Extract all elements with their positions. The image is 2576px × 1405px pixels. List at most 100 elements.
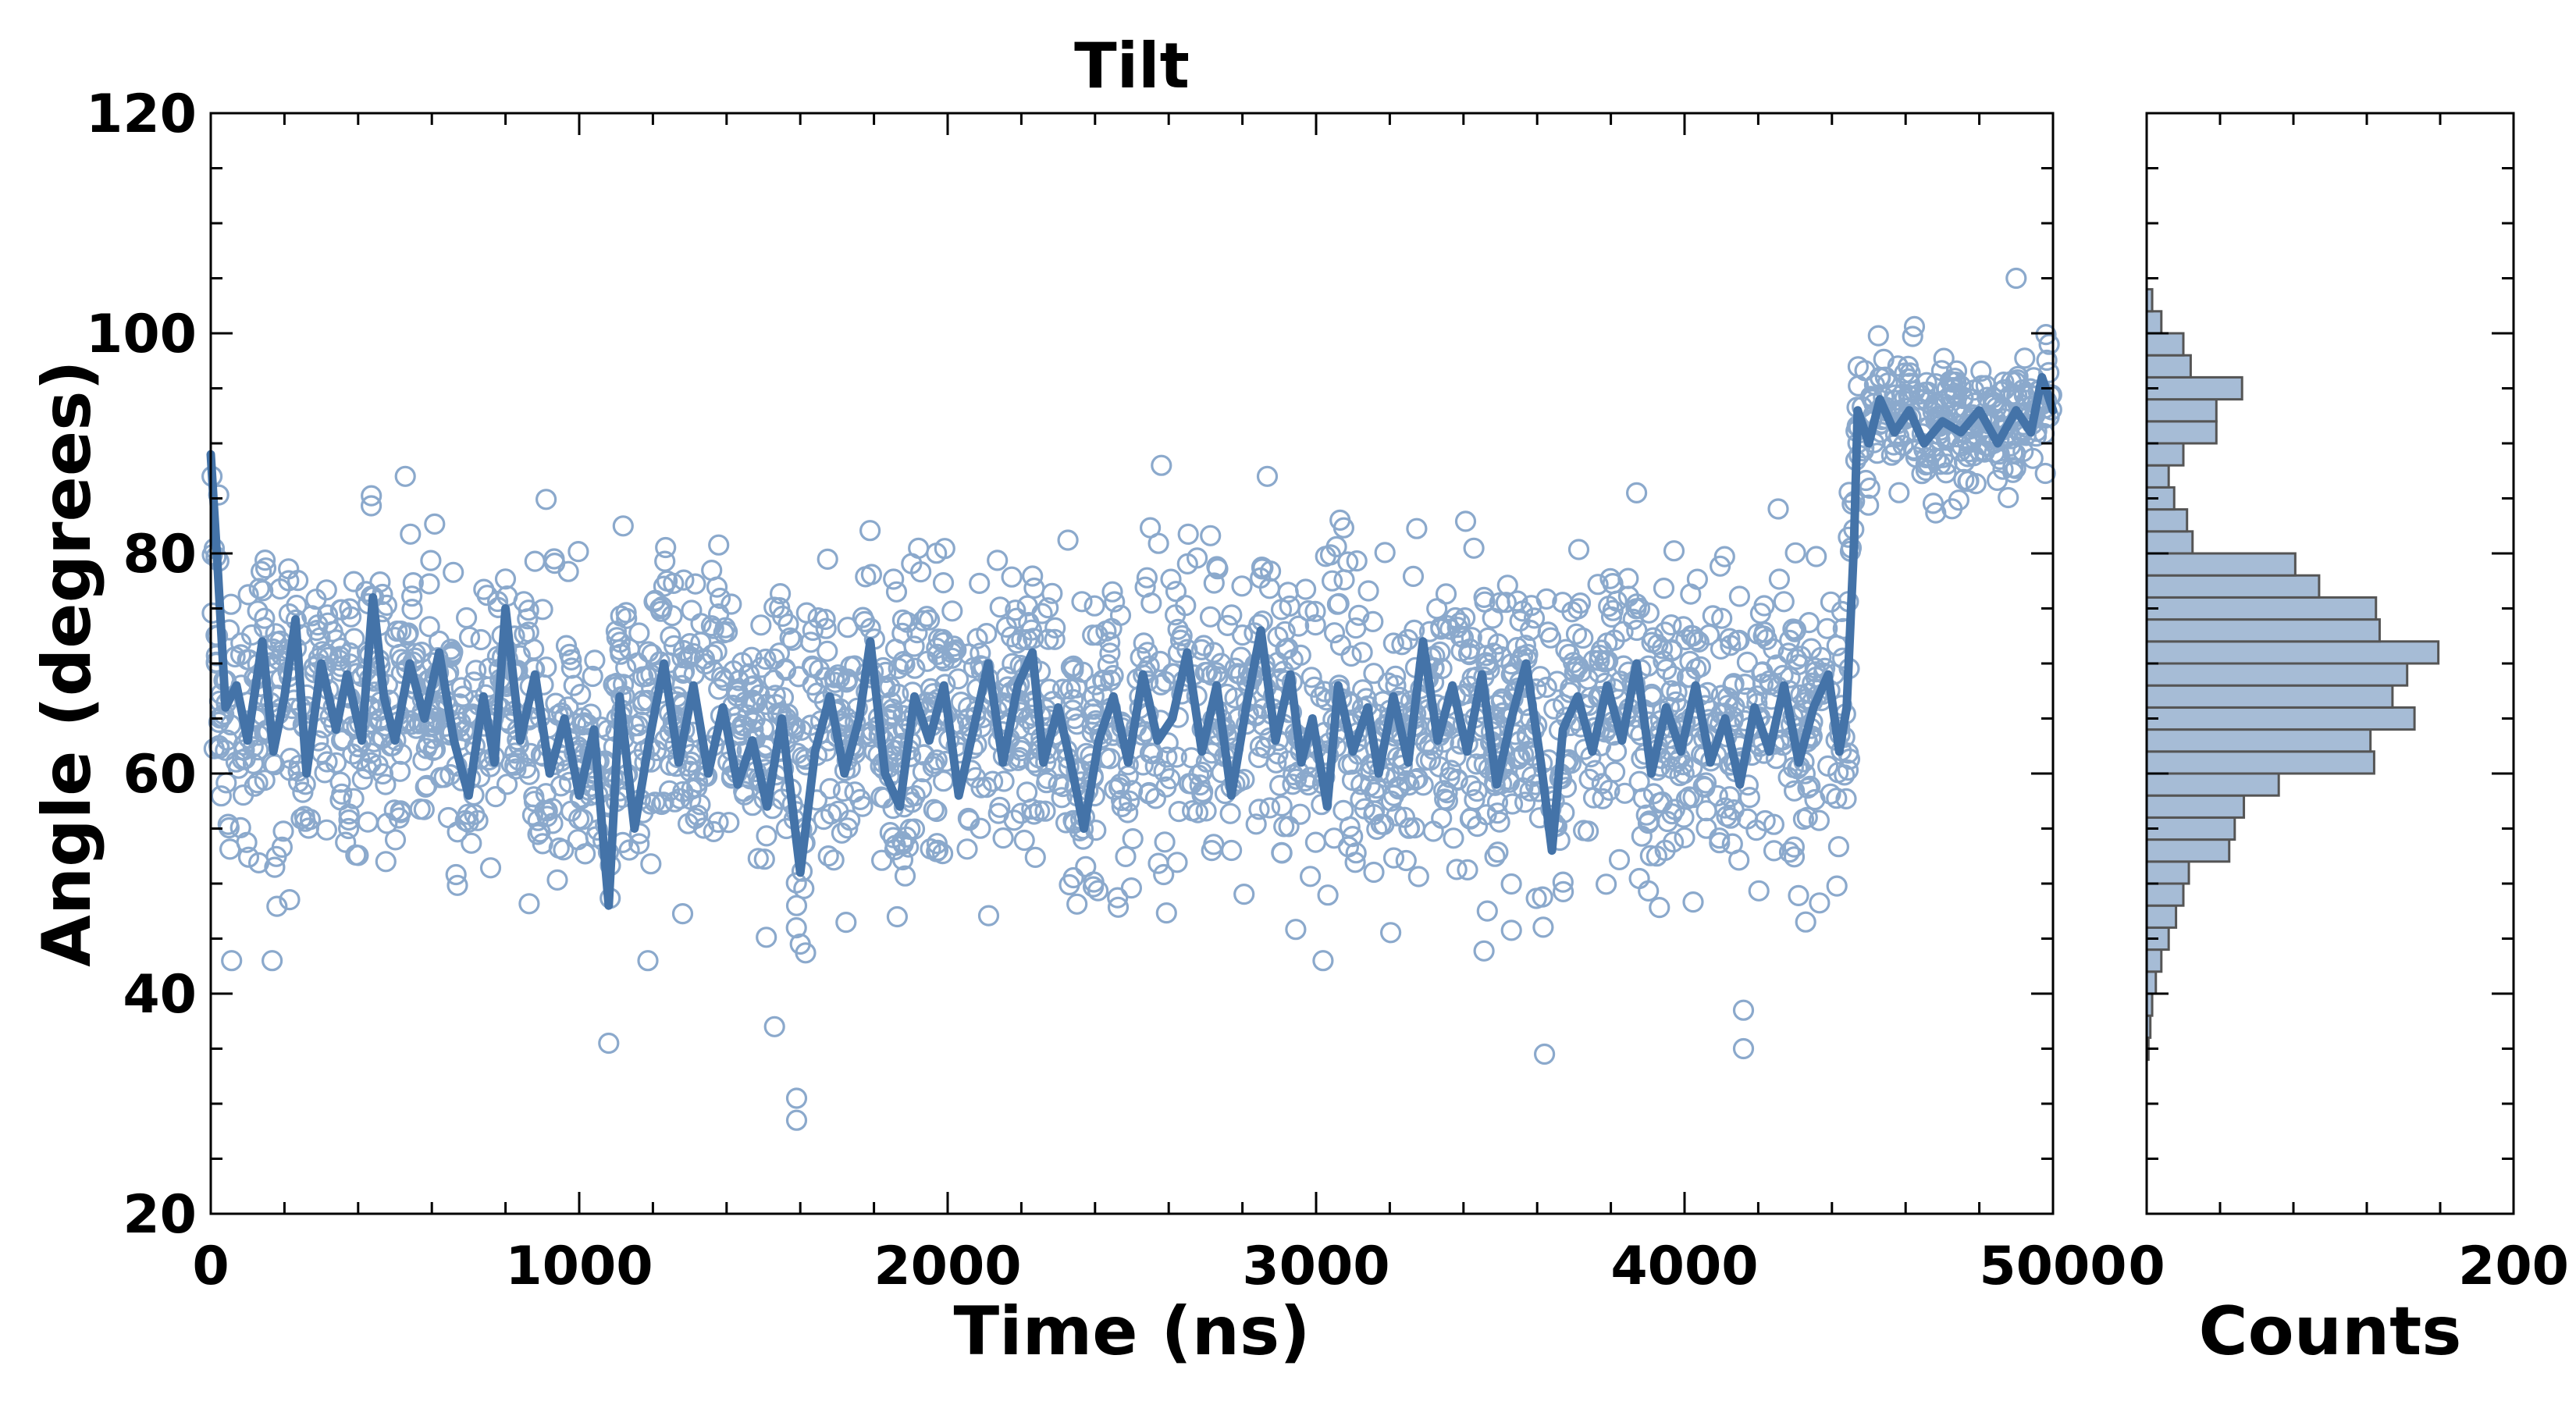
scatter-point xyxy=(1248,799,1270,820)
scatter-point xyxy=(571,809,594,831)
scatter-point xyxy=(1714,797,1736,819)
scatter-point xyxy=(753,848,775,870)
scatter-point xyxy=(1062,688,1084,710)
histogram-bar xyxy=(2145,948,2163,973)
scatter-point xyxy=(1363,861,1385,884)
scatter-point xyxy=(1552,871,1574,893)
scatter-point xyxy=(852,795,873,817)
scatter-point xyxy=(1395,849,1417,872)
scatter-point xyxy=(671,646,693,669)
scatter-point xyxy=(580,703,602,725)
scatter-point xyxy=(2014,347,2036,369)
scatter-point xyxy=(1925,502,1947,524)
scatter-point xyxy=(922,756,944,777)
scatter-point xyxy=(1680,583,1702,605)
scatter-point xyxy=(660,625,681,648)
scatter-point xyxy=(637,641,660,663)
scatter-point xyxy=(976,622,998,645)
scatter-point xyxy=(1446,859,1468,880)
scatter-point xyxy=(242,736,264,758)
hist-x-tick-label: 200 xyxy=(2458,1236,2569,1297)
scatter-point xyxy=(977,905,1000,927)
scatter-point xyxy=(713,669,735,692)
scatter-point xyxy=(1443,827,1464,849)
scatter-point xyxy=(795,602,817,624)
scatter-point xyxy=(926,833,948,855)
scatter-point xyxy=(1794,763,1816,784)
scatter-point xyxy=(266,895,288,917)
scatter-point xyxy=(1899,362,1921,384)
scatter-point xyxy=(1837,759,1859,781)
scatter-point xyxy=(1790,684,1812,706)
scatter-point xyxy=(1486,802,1509,824)
scatter-point xyxy=(892,650,914,673)
scatter-point xyxy=(1603,629,1625,651)
time-series-panel: 0 1000 2000 3000 4000 5000 20 40 60 80 100 120 Tilt… xyxy=(28,30,2127,1371)
scatter-point xyxy=(1459,808,1482,830)
scatter-point xyxy=(1333,569,1355,591)
scatter-point xyxy=(1692,775,1714,797)
scatter-point xyxy=(1407,866,1429,887)
scatter-point xyxy=(1689,656,1711,678)
scatter-point xyxy=(934,538,955,560)
scatter-point xyxy=(325,752,347,774)
scatter-point xyxy=(1277,637,1299,660)
histogram-bar xyxy=(2145,970,2158,995)
scatter-point xyxy=(1059,873,1080,896)
scatter-point xyxy=(707,811,729,834)
scatter-point xyxy=(574,843,596,865)
scatter-point xyxy=(1348,604,1370,626)
scatter-point xyxy=(558,643,581,665)
histogram-bar xyxy=(2145,596,2378,621)
scatter-point xyxy=(545,692,567,714)
scatter-point xyxy=(1519,619,1542,642)
scatter-point xyxy=(1144,755,1166,777)
scatter-point xyxy=(1155,902,1177,924)
scatter-point xyxy=(1604,761,1626,783)
histogram-axis-ticks: 0 200 xyxy=(2128,112,2569,1297)
scatter-point xyxy=(418,616,440,638)
scatter-point xyxy=(916,606,938,628)
scatter-point xyxy=(1766,654,1788,676)
scatter-point xyxy=(2002,461,2024,483)
histogram-bar xyxy=(2145,728,2372,753)
scatter-point xyxy=(1887,355,1909,377)
scatter-point xyxy=(1778,841,1801,863)
scatter-point xyxy=(286,594,308,617)
scatter-point xyxy=(1200,525,1222,546)
scatter-point xyxy=(956,838,978,860)
scatter-point xyxy=(242,752,265,774)
scatter-point xyxy=(415,776,436,799)
scatter-point xyxy=(1332,799,1354,822)
scatter-point xyxy=(824,667,845,688)
histogram-bar xyxy=(2145,398,2218,423)
scatter-point xyxy=(703,617,724,639)
scatter-point xyxy=(769,582,792,605)
smoothed-line xyxy=(206,372,2058,910)
scatter-point xyxy=(886,905,909,928)
scatter-point xyxy=(384,829,407,851)
scatter-point xyxy=(1221,604,1243,626)
scatter-point xyxy=(309,627,331,649)
scatter-point xyxy=(1797,777,1819,799)
scatter-point xyxy=(1154,831,1176,853)
scatter-point xyxy=(837,668,859,690)
scatter-point xyxy=(1638,880,1660,902)
scatter-point xyxy=(221,950,243,972)
scatter-point xyxy=(920,838,941,860)
scatter-point xyxy=(524,550,546,572)
scatter-point xyxy=(351,768,373,791)
scatter-point xyxy=(1495,592,1517,614)
scatter-point xyxy=(1533,1043,1556,1065)
histogram-bar xyxy=(2145,420,2218,445)
scatter-point xyxy=(609,631,632,653)
scatter-point xyxy=(1806,546,1827,567)
scatter-point xyxy=(1606,741,1628,763)
scatter-point xyxy=(1245,813,1267,835)
scatter-point xyxy=(950,691,972,713)
scatter-point xyxy=(1476,900,1498,922)
scatter-point xyxy=(1695,817,1717,839)
scatter-point xyxy=(2007,369,2029,391)
scatter-point xyxy=(1199,606,1222,628)
scatter-point xyxy=(738,663,760,685)
